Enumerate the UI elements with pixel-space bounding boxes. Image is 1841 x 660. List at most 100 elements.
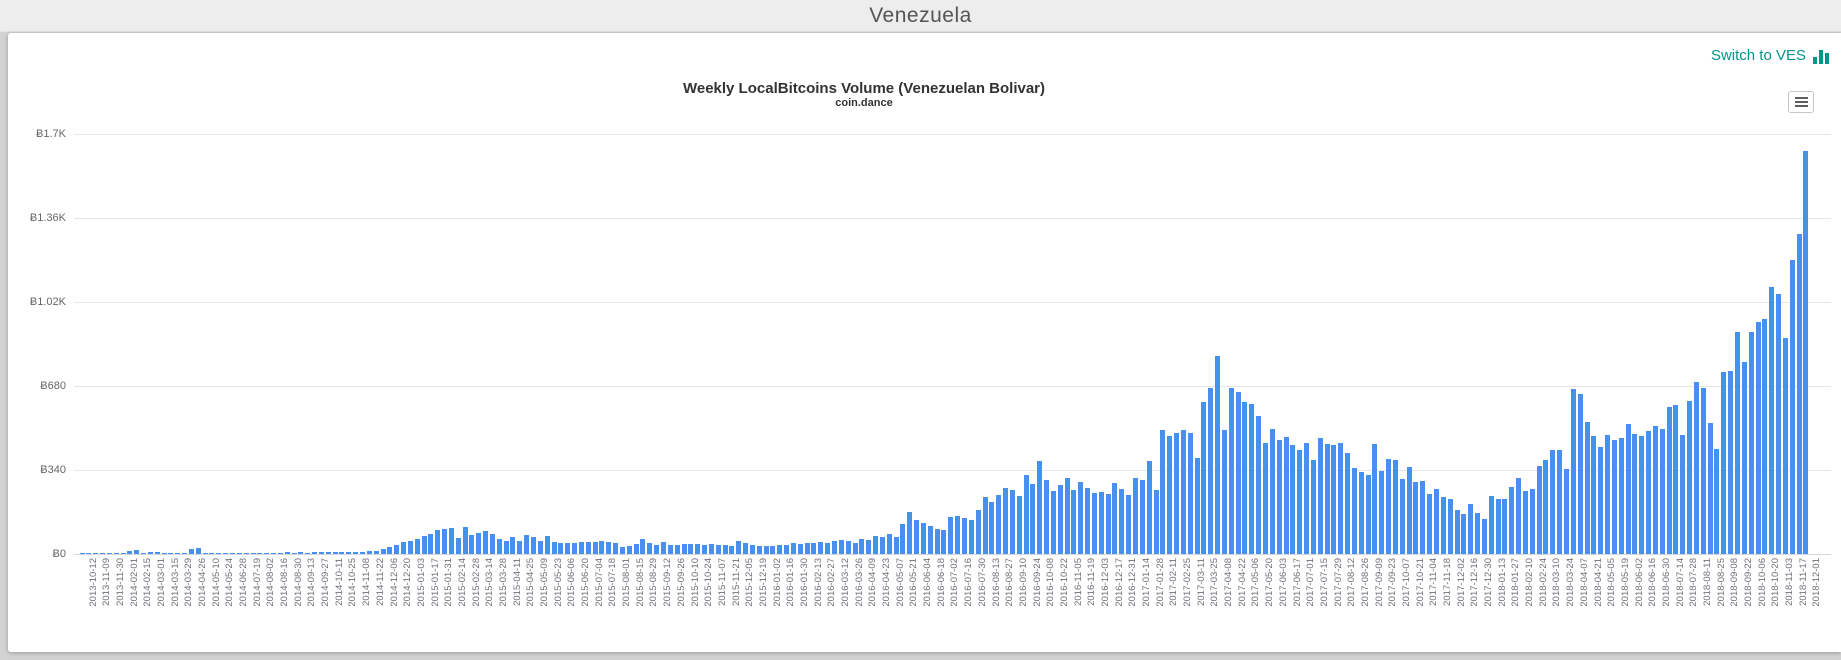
volume-bar[interactable]: [442, 529, 448, 554]
volume-bar[interactable]: [1160, 430, 1166, 554]
volume-bar[interactable]: [134, 550, 140, 554]
volume-bar[interactable]: [968, 520, 974, 554]
volume-bar[interactable]: [996, 495, 1002, 554]
volume-bar[interactable]: [551, 542, 557, 554]
volume-bar[interactable]: [832, 540, 837, 554]
volume-bar[interactable]: [914, 519, 920, 554]
volume-bar[interactable]: [1673, 404, 1679, 554]
volume-bar[interactable]: [647, 542, 653, 554]
volume-bar[interactable]: [756, 546, 762, 554]
volume-bar[interactable]: [565, 542, 571, 554]
volume-bar[interactable]: [1625, 424, 1631, 554]
volume-bar[interactable]: [1776, 293, 1782, 554]
volume-bar[interactable]: [216, 553, 222, 554]
volume-bar[interactable]: [975, 510, 981, 554]
volume-bar[interactable]: [1126, 495, 1132, 554]
volume-bar[interactable]: [1174, 432, 1180, 554]
volume-bar[interactable]: [852, 542, 858, 554]
volume-bar[interactable]: [1112, 482, 1118, 554]
volume-bar[interactable]: [1310, 460, 1316, 554]
volume-bar[interactable]: [1167, 435, 1173, 554]
volume-bar[interactable]: [161, 553, 167, 554]
volume-bar[interactable]: [462, 527, 468, 554]
volume-bar[interactable]: [1639, 436, 1645, 554]
volume-bar[interactable]: [537, 540, 543, 554]
volume-bar[interactable]: [531, 536, 536, 554]
volume-bar[interactable]: [209, 553, 215, 554]
volume-bar[interactable]: [312, 552, 318, 554]
volume-bar[interactable]: [667, 544, 673, 554]
volume-bar[interactable]: [373, 550, 379, 554]
volume-bar[interactable]: [982, 497, 988, 554]
volume-bar[interactable]: [558, 543, 564, 554]
volume-bar[interactable]: [353, 551, 359, 554]
volume-bar[interactable]: [1317, 437, 1323, 554]
volume-bar[interactable]: [681, 544, 687, 554]
volume-bar[interactable]: [106, 553, 112, 554]
volume-bar[interactable]: [1557, 450, 1563, 554]
volume-bar[interactable]: [1297, 450, 1303, 554]
volume-bar[interactable]: [838, 539, 844, 554]
volume-bar[interactable]: [1577, 393, 1583, 554]
volume-bar[interactable]: [223, 553, 229, 554]
volume-bar[interactable]: [606, 541, 612, 554]
volume-bar[interactable]: [818, 541, 824, 554]
volume-bar[interactable]: [1659, 429, 1665, 554]
volume-bar[interactable]: [1345, 452, 1351, 554]
volume-bar[interactable]: [1208, 387, 1214, 554]
volume-bar[interactable]: [1420, 481, 1426, 554]
volume-bar[interactable]: [257, 552, 263, 554]
volume-bar[interactable]: [100, 553, 106, 554]
volume-bar[interactable]: [1201, 402, 1207, 554]
volume-bar[interactable]: [585, 542, 591, 554]
volume-bar[interactable]: [743, 543, 749, 554]
volume-bar[interactable]: [695, 543, 701, 554]
volume-bar[interactable]: [900, 523, 906, 554]
volume-bar[interactable]: [1057, 485, 1063, 554]
volume-bar[interactable]: [619, 546, 625, 554]
volume-bar[interactable]: [1262, 442, 1268, 554]
volume-bar[interactable]: [1153, 489, 1159, 554]
volume-bar[interactable]: [763, 545, 769, 554]
volume-bar[interactable]: [305, 552, 311, 554]
volume-bar[interactable]: [1434, 488, 1440, 554]
volume-bar[interactable]: [332, 552, 338, 554]
volume-bar[interactable]: [1119, 489, 1125, 554]
volume-bar[interactable]: [1728, 370, 1734, 554]
volume-bar[interactable]: [195, 548, 201, 554]
volume-bar[interactable]: [1304, 442, 1310, 554]
volume-bar[interactable]: [448, 528, 454, 554]
volume-bar[interactable]: [1789, 260, 1795, 554]
volume-bar[interactable]: [1386, 458, 1392, 554]
volume-bar[interactable]: [284, 552, 290, 554]
volume-bar[interactable]: [1256, 415, 1262, 554]
volume-bar[interactable]: [517, 540, 523, 554]
volume-bar[interactable]: [407, 540, 413, 554]
volume-bar[interactable]: [1139, 479, 1145, 554]
volume-bar[interactable]: [1632, 434, 1638, 554]
volume-bar[interactable]: [298, 552, 304, 554]
volume-bar[interactable]: [318, 552, 324, 554]
volume-bar[interactable]: [626, 546, 632, 554]
volume-bar[interactable]: [1078, 481, 1084, 554]
volume-bar[interactable]: [1646, 430, 1652, 554]
volume-bar[interactable]: [1016, 496, 1022, 554]
volume-bar[interactable]: [1611, 439, 1617, 554]
volume-bar[interactable]: [1748, 331, 1754, 554]
volume-bar[interactable]: [770, 546, 776, 554]
volume-bar[interactable]: [961, 517, 967, 554]
volume-bar[interactable]: [1652, 426, 1658, 554]
volume-bar[interactable]: [825, 543, 831, 554]
volume-bar[interactable]: [859, 539, 865, 554]
volume-bar[interactable]: [660, 541, 666, 554]
volume-bar[interactable]: [428, 533, 434, 554]
volume-bar[interactable]: [1324, 444, 1330, 554]
volume-bar[interactable]: [1680, 435, 1686, 554]
volume-bar[interactable]: [633, 543, 639, 554]
volume-bar[interactable]: [1509, 487, 1515, 554]
volume-bar[interactable]: [1351, 467, 1357, 554]
volume-bar[interactable]: [1044, 480, 1050, 554]
volume-bar[interactable]: [510, 536, 516, 554]
volume-bar[interactable]: [1693, 381, 1699, 554]
volume-bar[interactable]: [141, 553, 147, 554]
